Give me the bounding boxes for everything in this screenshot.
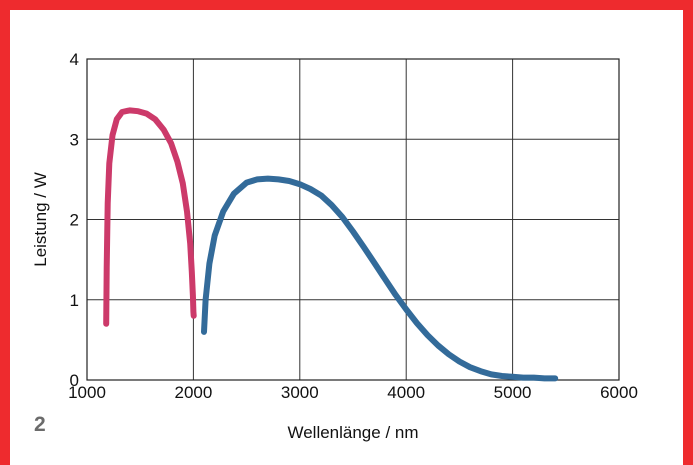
figure-number: 2	[34, 413, 46, 436]
y-tick-label: 4	[70, 50, 79, 69]
y-tick-label: 3	[70, 130, 79, 149]
x-tick-label: 1000	[68, 383, 106, 402]
x-tick-label: 4000	[387, 383, 425, 402]
x-tick-label: 6000	[600, 383, 638, 402]
x-axis-title: Wellenlänge / nm	[287, 423, 418, 442]
y-axis-title: Leistung / W	[31, 172, 50, 267]
grid	[86, 58, 620, 381]
x-tick-label: 2000	[174, 383, 212, 402]
plot-area	[86, 58, 620, 381]
y-tick-label: 1	[70, 291, 79, 310]
x-tick-label: 3000	[281, 383, 319, 402]
y-tick-label: 2	[70, 211, 79, 230]
series-layer	[103, 107, 559, 382]
series-line-1	[103, 107, 197, 327]
y-tick-label: 0	[70, 371, 79, 390]
series-line-2	[201, 175, 559, 382]
x-tick-label: 5000	[494, 383, 532, 402]
tick-labels: 1000 2000 3000 4000 5000 6000 0 1 2 3 4	[68, 50, 638, 402]
